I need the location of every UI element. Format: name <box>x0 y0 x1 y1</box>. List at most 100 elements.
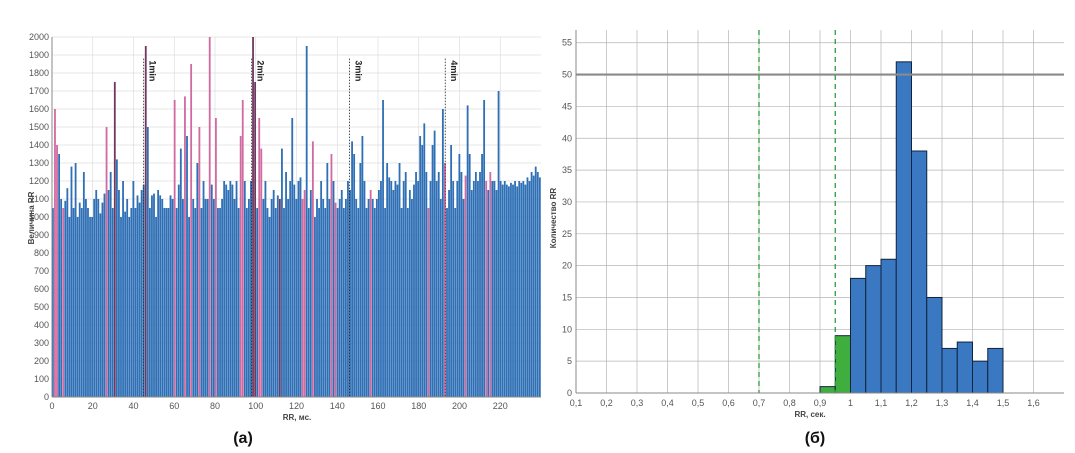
left-bar <box>532 175 535 397</box>
left-bar <box>113 82 116 397</box>
left-bar <box>87 208 89 397</box>
left-bar <box>448 190 450 397</box>
left-bar <box>491 181 494 397</box>
left-bar <box>318 208 320 397</box>
left-y-tick-label: 1400 <box>29 140 49 150</box>
left-bar <box>384 208 386 397</box>
left-bar <box>464 175 467 397</box>
left-bar <box>380 181 382 397</box>
right-x-tick-label: 1,4 <box>966 398 979 408</box>
left-bar <box>472 181 475 397</box>
left-bar <box>427 208 430 397</box>
left-bar <box>281 148 283 397</box>
left-bar <box>138 202 141 397</box>
left-bar <box>522 181 525 397</box>
left-bar <box>146 127 149 397</box>
right-histogram-bin <box>865 265 882 394</box>
left-bar <box>179 148 182 397</box>
left-bar <box>231 184 234 397</box>
left-bar <box>72 208 75 397</box>
left-bar <box>311 141 314 397</box>
left-bar <box>518 181 521 397</box>
right-x-tick-label: 1,2 <box>905 398 918 408</box>
left-bar <box>122 181 124 397</box>
left-bar <box>474 172 477 397</box>
left-bar <box>510 182 512 397</box>
right-y-tick-label: 25 <box>562 229 572 239</box>
left-bar <box>297 181 300 397</box>
left-bar <box>516 186 519 397</box>
right-y-tick-label: 55 <box>562 38 572 48</box>
left-bar <box>171 199 174 397</box>
left-bar <box>390 181 393 397</box>
left-bar <box>184 96 186 398</box>
left-bar <box>404 172 407 397</box>
right-x-tick-label: 0,7 <box>753 398 766 408</box>
left-bar <box>468 154 471 397</box>
left-bar <box>250 181 252 397</box>
left-bar <box>103 193 106 397</box>
right-x-tick-label: 1,1 <box>875 398 888 408</box>
caption-right: (б) <box>804 430 826 447</box>
left-bar <box>252 37 254 397</box>
left-bar <box>132 181 135 397</box>
left-axes: 0100200300400500600700800900100011001200… <box>29 32 541 411</box>
left-bar <box>485 181 488 397</box>
left-bar <box>408 190 411 397</box>
left-bar <box>460 172 463 397</box>
left-bar <box>411 199 413 397</box>
left-bar <box>299 177 302 397</box>
left-bar <box>126 199 129 397</box>
left-bar <box>514 181 516 397</box>
left-bar <box>357 208 360 397</box>
right-y-tick-label: 35 <box>562 165 572 175</box>
right-histogram-bin <box>926 296 943 394</box>
left-bar <box>109 172 112 397</box>
left-bar <box>495 190 498 397</box>
left-bar <box>371 199 374 397</box>
left-bar <box>206 199 209 397</box>
left-bar <box>91 217 94 397</box>
left-bar <box>344 199 347 397</box>
left-bar <box>159 195 162 397</box>
left-y-tick-label: 1700 <box>29 86 49 96</box>
left-bar <box>388 177 391 397</box>
left-bar <box>396 184 399 397</box>
left-bar <box>435 181 438 397</box>
left-bar <box>512 184 514 397</box>
left-bar <box>505 184 508 397</box>
left-bar <box>200 208 203 397</box>
left-bar <box>153 193 155 397</box>
left-x-tick-label: 200 <box>452 401 467 411</box>
left-bar <box>386 163 389 397</box>
left-bar <box>536 172 539 397</box>
left-bar <box>148 208 151 397</box>
right-bars <box>819 61 1004 394</box>
left-bar <box>225 184 228 397</box>
left-bar <box>446 208 448 397</box>
left-bar <box>208 37 211 397</box>
left-bar <box>347 181 349 397</box>
left-bar <box>276 195 279 397</box>
left-bar <box>413 184 415 397</box>
left-y-tick-label: 1000 <box>29 212 49 222</box>
left-bar <box>202 181 205 397</box>
left-bar <box>324 208 327 397</box>
right-axes: 0 5 10 15 20 25 30 35 40 45 50 55 0,1 0,2 0,3 0,4 0,5 0,6… <box>562 30 1064 408</box>
right-histogram-bin <box>956 341 973 394</box>
left-bar <box>361 136 364 397</box>
left-bar <box>417 181 420 397</box>
left-bar <box>266 208 269 397</box>
rr-bar-chart: 1min 2min 3min 4min 01002003004005006007008… <box>27 32 541 422</box>
left-bar <box>359 163 362 397</box>
left-y-tick-label: 1900 <box>29 50 49 60</box>
left-bar <box>285 172 287 397</box>
left-x-tick-label: 220 <box>493 401 508 411</box>
left-bar <box>528 181 531 397</box>
left-bar <box>192 199 195 397</box>
left-bar <box>316 199 318 397</box>
left-bar <box>111 208 114 397</box>
left-bar <box>530 172 533 397</box>
left-y-tick-label: 1800 <box>29 68 49 78</box>
